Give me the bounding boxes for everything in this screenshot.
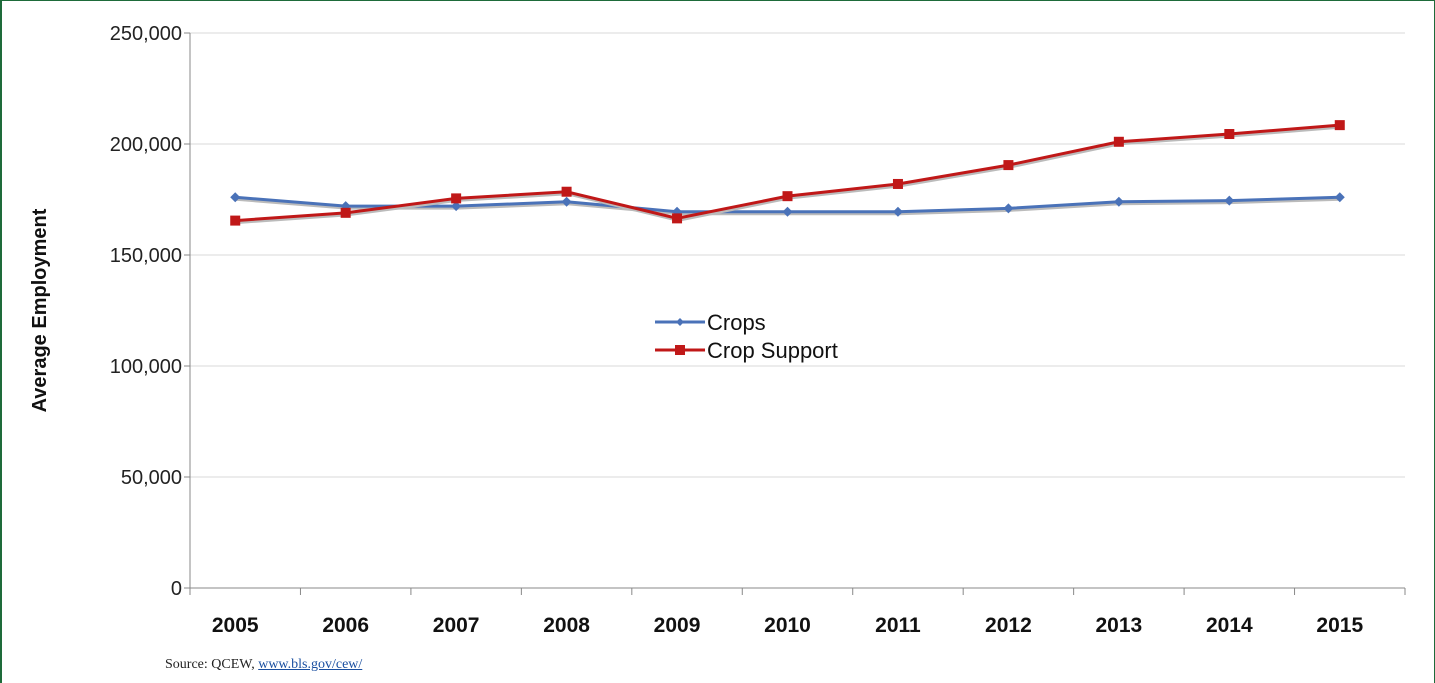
source-link[interactable]: www.bls.gov/cew/ — [258, 657, 363, 672]
gridlines — [190, 32, 1405, 478]
data-point-square — [672, 213, 683, 224]
x-tick-label: 2007 — [433, 614, 480, 637]
data-point-square — [340, 207, 351, 218]
legend-marker-square — [675, 345, 685, 355]
data-point-square — [230, 215, 241, 226]
x-tick-label: 2008 — [543, 614, 590, 637]
legend-label: Crop Support — [707, 338, 838, 363]
y-tick-label: 0 — [171, 578, 182, 600]
y-tick-label: 250,000 — [110, 23, 182, 45]
y-tick-label: 200,000 — [110, 134, 182, 156]
x-tick-label: 2012 — [985, 614, 1032, 637]
x-tick-label: 2010 — [764, 614, 811, 637]
data-point-square — [1113, 136, 1124, 147]
y-axis-label: Average Employment — [29, 208, 51, 412]
data-point-diamond — [230, 192, 241, 203]
data-point-square — [1224, 129, 1235, 140]
legend-label: Crops — [707, 310, 766, 335]
data-point-diamond — [1224, 195, 1235, 206]
data-point-diamond — [1003, 203, 1014, 214]
data-point-diamond — [1113, 196, 1124, 207]
x-tick-label: 2014 — [1206, 614, 1253, 637]
x-tick-label: 2005 — [212, 614, 259, 637]
y-tick-label: 100,000 — [110, 356, 182, 378]
data-point-square — [561, 186, 572, 197]
axes — [184, 32, 1406, 595]
x-tick-label: 2009 — [654, 614, 701, 637]
data-point-diamond — [561, 196, 572, 207]
y-tick-label: 50,000 — [121, 467, 182, 489]
x-tick-label: 2013 — [1096, 614, 1143, 637]
series-group — [230, 120, 1345, 226]
y-tick-label: 150,000 — [110, 245, 182, 267]
line-chart: 0 50,000 100,000 150,000 200,000 250,000 2005… — [29, 23, 1406, 637]
source-note: Source: QCEW, www.bls.gov/cew/ — [165, 657, 362, 673]
x-tick-label: 2011 — [875, 614, 921, 637]
data-point-square — [892, 178, 903, 189]
data-point-square — [451, 193, 462, 204]
source-prefix: Source: QCEW, — [165, 657, 259, 672]
legend-marker-diamond — [676, 318, 684, 326]
x-tick-labels: 2005 2006 2007 2008 2009 2010 2011 2012 2013 2014… — [212, 614, 1364, 637]
x-tick-label: 2006 — [322, 614, 369, 637]
data-point-diamond — [782, 206, 793, 217]
data-point-square — [1003, 160, 1014, 171]
x-tick-label: 2015 — [1316, 614, 1363, 637]
data-point-square — [1334, 120, 1345, 131]
data-point-diamond — [451, 201, 462, 212]
legend: Crops Crop Support — [655, 310, 838, 363]
data-point-square — [782, 191, 793, 202]
data-point-diamond — [892, 206, 903, 217]
y-tick-labels: 0 50,000 100,000 150,000 200,000 250,000 — [110, 23, 182, 600]
data-point-diamond — [1334, 192, 1345, 203]
